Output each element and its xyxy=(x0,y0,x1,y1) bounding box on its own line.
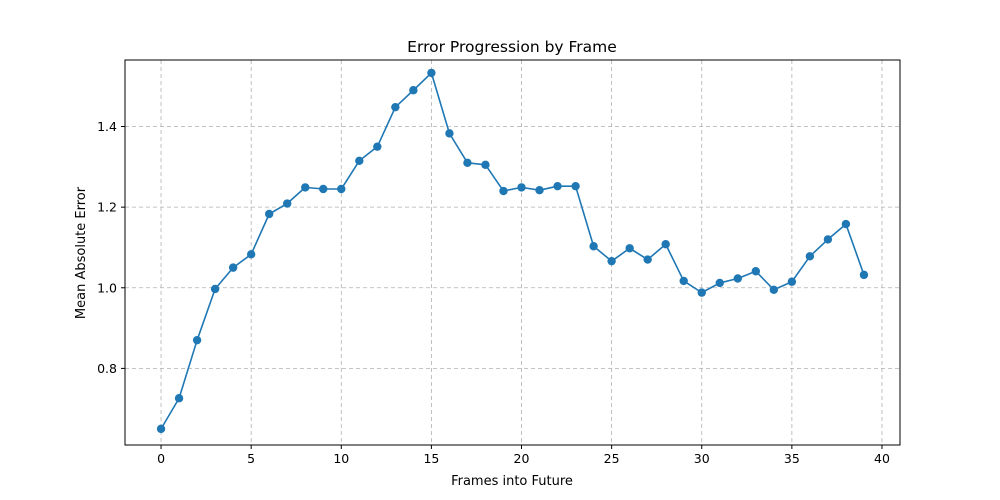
data-point xyxy=(643,255,652,264)
data-point xyxy=(535,186,544,195)
data-point xyxy=(553,181,562,191)
y-tick-label: 1.4 xyxy=(97,119,117,134)
y-tick-label: 1.2 xyxy=(97,200,117,215)
data-point xyxy=(210,284,220,294)
data-point xyxy=(499,186,508,196)
grid xyxy=(125,60,900,445)
series-line xyxy=(160,72,865,430)
data-point xyxy=(427,68,436,78)
data-point xyxy=(661,240,670,249)
data-point xyxy=(787,277,797,286)
data-point xyxy=(823,235,833,244)
data-point xyxy=(228,263,238,272)
data-point xyxy=(733,274,742,283)
data-point xyxy=(319,184,328,194)
data-point xyxy=(769,285,779,294)
x-tick-label: 5 xyxy=(247,451,255,466)
data-point xyxy=(841,219,851,229)
y-tick-label: 0.8 xyxy=(97,361,117,376)
x-tick-label: 15 xyxy=(423,451,439,466)
data-point xyxy=(445,129,454,138)
data-point xyxy=(373,142,382,151)
x-tick-label: 0 xyxy=(157,451,165,466)
data-point xyxy=(625,244,634,253)
data-point xyxy=(751,267,761,276)
data-point xyxy=(589,242,598,251)
data-point xyxy=(409,86,418,95)
x-tick-label: 20 xyxy=(514,451,530,466)
x-tick-label: 30 xyxy=(694,451,710,466)
data-point xyxy=(264,209,274,219)
y-tick-label: 1.0 xyxy=(97,280,117,295)
data-point xyxy=(607,256,616,266)
x-axis-label: Frames into Future xyxy=(451,474,573,489)
data-point xyxy=(174,394,184,403)
series-layer xyxy=(156,68,869,434)
data-point xyxy=(301,183,310,192)
x-tick-label: 10 xyxy=(333,451,349,466)
data-point xyxy=(192,335,202,345)
data-point xyxy=(337,184,346,194)
data-point xyxy=(283,199,292,208)
data-point xyxy=(246,250,256,259)
x-tick-label: 25 xyxy=(604,451,620,466)
data-point xyxy=(517,183,526,192)
data-point xyxy=(859,270,869,280)
data-point xyxy=(156,424,166,434)
data-point xyxy=(481,160,490,170)
data-point xyxy=(355,156,364,165)
y-axis-label: Mean Absolute Error xyxy=(74,186,89,319)
data-point xyxy=(463,158,472,168)
x-tick-label: 35 xyxy=(784,451,800,466)
ticks: 0 5 10 15 20 25 30 35 40 0.8 1.0 1.2 1.4 xyxy=(97,119,890,466)
data-point xyxy=(571,181,580,191)
data-point xyxy=(391,102,400,112)
chart-title: Error Progression by Frame xyxy=(407,38,617,56)
x-tick-label: 40 xyxy=(874,451,890,466)
data-point xyxy=(697,288,706,297)
data-point xyxy=(805,252,815,261)
plot-area-frame xyxy=(124,59,901,446)
data-point xyxy=(715,278,724,288)
data-point xyxy=(679,276,688,286)
